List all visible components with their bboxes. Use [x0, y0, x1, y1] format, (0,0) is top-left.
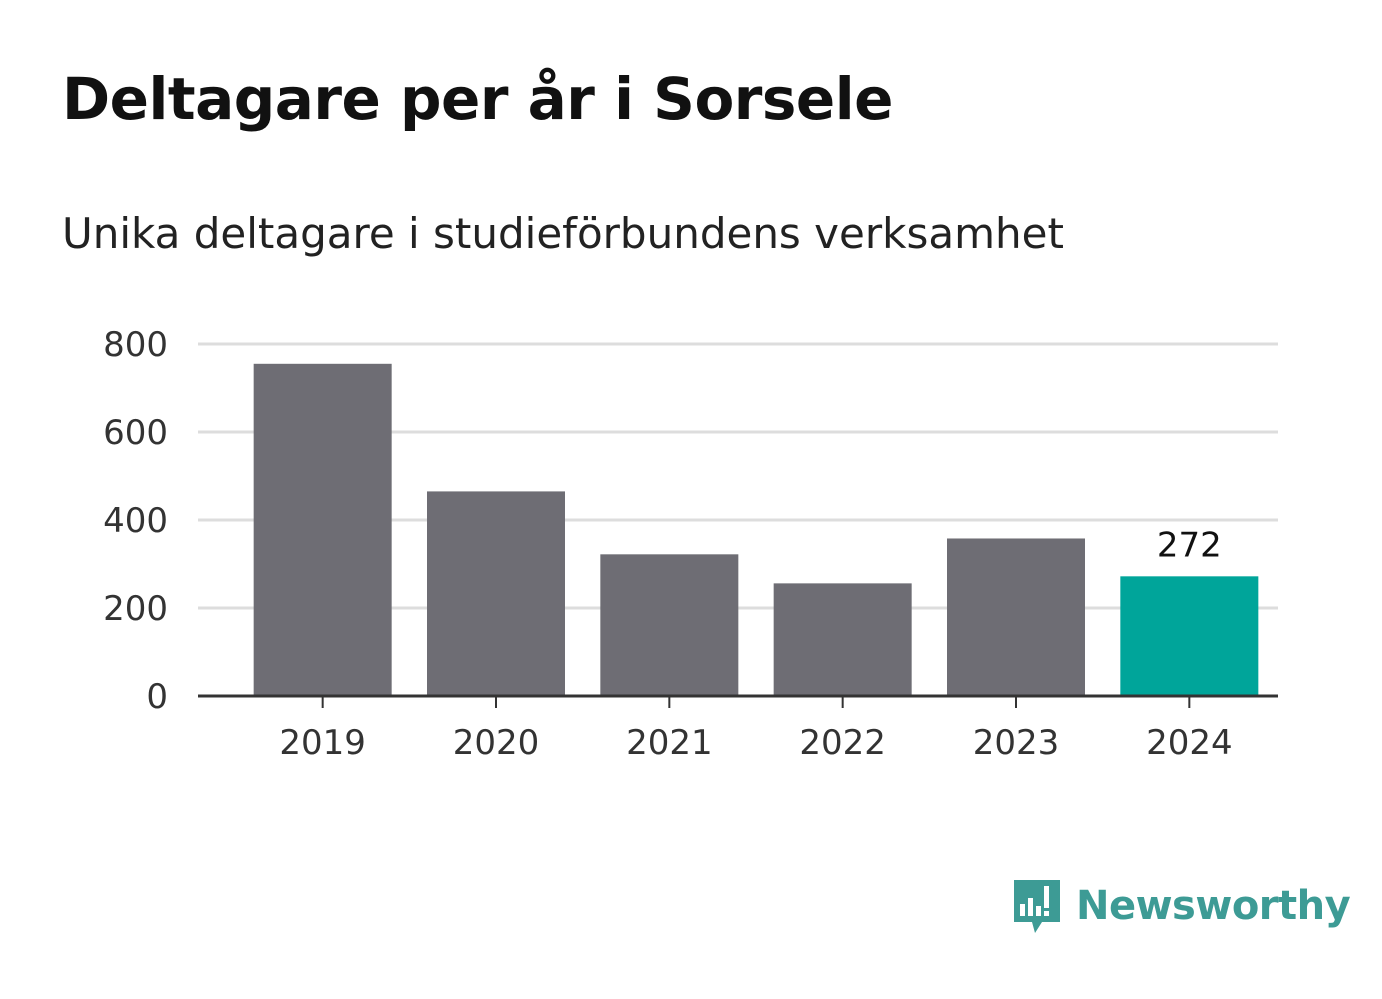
newsworthy-logo-icon [1014, 880, 1060, 933]
bar-2023 [947, 538, 1085, 696]
bar-2020 [427, 491, 565, 696]
chart-title: Deltagare per år i Sorsele [62, 65, 893, 133]
chart-subtitle: Unika deltagare i studieförbundens verks… [62, 209, 1064, 258]
bar-2019 [253, 363, 392, 696]
brand-name: Newsworthy [1076, 883, 1351, 929]
y-tick-label: 800 [103, 325, 168, 365]
y-tick-label: 600 [103, 413, 168, 453]
bar-2021 [600, 554, 739, 696]
x-tick-label: 2021 [626, 723, 713, 763]
y-tick-label: 200 [103, 589, 168, 629]
bars [253, 363, 1259, 696]
x-tick-label: 2020 [453, 723, 540, 763]
data-label-2024: 272 [1157, 525, 1222, 565]
bar-2022 [773, 583, 912, 696]
labels: 0 200 400 600 800 2019 2020 2021 2022 2023 2024 272 [103, 325, 1233, 763]
x-tick-label: 2023 [973, 723, 1060, 763]
y-tick-label: 0 [146, 677, 168, 717]
y-tick-label: 400 [103, 501, 168, 541]
x-tick-label: 2024 [1146, 723, 1233, 763]
brand-logo: Newsworthy [1010, 876, 1351, 936]
axes [198, 694, 1278, 708]
bar-2024 [1120, 576, 1259, 696]
x-tick-label: 2022 [799, 723, 886, 763]
x-tick-label: 2019 [279, 723, 366, 763]
